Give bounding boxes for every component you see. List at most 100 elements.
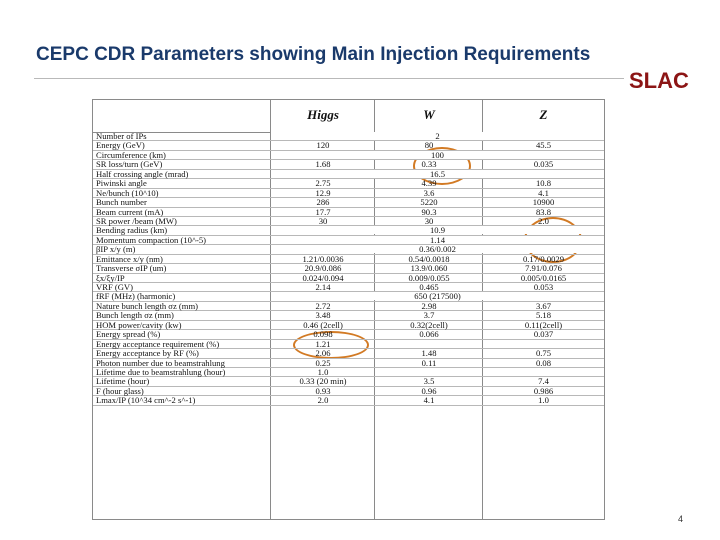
title-divider	[34, 78, 624, 79]
table-row: Nature bunch length σz (mm) 2.72 2.98 3.67	[93, 300, 604, 312]
column-divider	[374, 100, 375, 519]
table-cell: 4.1	[423, 395, 435, 406]
table-row: VRF (GV) 2.14 0.465 0.053	[93, 282, 604, 293]
row-label: Bunch length σz (mm)	[96, 310, 174, 321]
table-cell: 90.3	[421, 206, 437, 217]
table-cell: 2.75	[315, 178, 331, 189]
table-row: SR power /beam (MW) 30 30 2.0	[93, 215, 604, 227]
table-cell: 1.21/0.0036	[302, 253, 344, 264]
table-cell: 0.93	[315, 385, 331, 396]
table-row: βIP x/y (m) 0.36/0.002	[93, 244, 604, 255]
table-cell: 1.0	[538, 395, 549, 406]
table-cell: 0.035	[533, 159, 554, 170]
table-cell: 0.54/0.0018	[408, 253, 450, 264]
table-cell: 7.4	[538, 376, 549, 387]
table-row: Bunch length σz (mm) 3.48 3.7 5.18	[93, 310, 604, 321]
table-row: HOM power/cavity (kw) 0.46 (2cell) 0.32(2c…	[93, 319, 604, 331]
row-spanned-value: 650 (217500)	[271, 292, 604, 301]
table-row: SR loss/turn (GeV) 1.68 0.33 0.035	[93, 159, 604, 170]
table-row: Energy (GeV) 120 80 45.5	[93, 140, 604, 151]
table-cell: 2.06	[315, 348, 331, 359]
table-body: Number of IPs 2 Energy (GeV) 120 80 45.5 Circu…	[93, 132, 604, 406]
table-row: Bunch number 286 5220 10900	[93, 197, 604, 208]
row-spanned-value: 16.5	[271, 169, 604, 178]
table-cell: 2.72	[315, 300, 331, 311]
row-label: Bending radius (km)	[96, 225, 168, 236]
table-cell: 0.098	[313, 329, 333, 340]
table-row: F (hour glass) 0.93 0.96 0.986	[93, 385, 604, 397]
table-cell: 0.08	[535, 357, 552, 368]
row-label: βIP x/y (m)	[96, 244, 136, 255]
table-row: Energy spread (%) 0.098 0.066 0.037	[93, 329, 604, 340]
table-cell: 12.9	[315, 187, 331, 198]
column-header-w: W	[423, 107, 435, 122]
table-cell: 0.75	[535, 348, 552, 359]
table-cell: 3.6	[423, 187, 435, 198]
table-row: Circumference (km) 100	[93, 151, 604, 161]
row-label: Piwinski angle	[96, 178, 147, 189]
table-row: Lifetime (hour) 0.33 (20 min) 3.5 7.4	[93, 376, 604, 387]
table-cell: 3.48	[315, 310, 331, 321]
table-row: ξx/ξy/IP 0.024/0.094 0.009/0.055 0.005/0.01…	[93, 272, 604, 283]
table-cell: 83.8	[535, 206, 552, 217]
row-label: Transverse σIP (um)	[96, 263, 167, 274]
table-cell: 4.1	[538, 187, 549, 198]
row-spanned-value: 100	[271, 151, 604, 159]
row-label: Nature bunch length σz (mm)	[96, 300, 198, 311]
row-label: Number of IPs	[96, 131, 147, 141]
row-spanned-value: 0.36/0.002	[271, 245, 604, 254]
table-header: Higgs W Z	[93, 100, 604, 133]
row-label: SR power /beam (MW)	[96, 215, 177, 226]
table-cell: 0.009/0.055	[408, 272, 450, 283]
row-label: Energy acceptance by RF (%)	[96, 348, 199, 359]
column-divider	[482, 100, 483, 519]
table-row: Energy acceptance by RF (%) 2.06 1.48 0.75	[93, 348, 604, 359]
table-cell: 5220	[420, 197, 438, 208]
row-label: VRF (GV)	[96, 282, 134, 292]
table-cell: 0.17/0.0029	[522, 253, 565, 264]
table-cell: 2.14	[315, 282, 331, 292]
table-cell: 3.67	[535, 300, 552, 311]
table-row: Lmax/IP (10^34 cm^-2 s^-1) 2.0 4.1 1.0	[93, 395, 604, 406]
table-row: Transverse σIP (um) 20.9/0.086 13.9/0.060 7…	[93, 263, 604, 274]
table-cell: 0.32(2cell)	[410, 319, 448, 330]
table-cell: 0.066	[419, 329, 439, 340]
table-cell: 0.25	[315, 357, 331, 368]
table-row: Beam current (mA) 17.7 90.3 83.8	[93, 206, 604, 217]
table-cell: 17.7	[315, 206, 331, 217]
row-label: Lmax/IP (10^34 cm^-2 s^-1)	[96, 395, 196, 406]
table-cell: 0.96	[421, 385, 437, 396]
table-cell: 2.98	[421, 300, 437, 311]
row-label: ξx/ξy/IP	[96, 272, 125, 283]
table-row: Lifetime due to beamstrahlung (hour) 1.0	[93, 366, 604, 378]
table-row: Number of IPs 2	[93, 131, 604, 142]
table-cell: 0.33	[421, 159, 437, 170]
table-cell: 0.005/0.0165	[520, 272, 567, 283]
table-cell: 3.5	[423, 376, 435, 387]
table-row: Bending radius (km) 10.9	[93, 225, 604, 236]
table-cell: 4.39	[421, 178, 437, 189]
table-cell: 5.18	[535, 310, 552, 321]
row-spanned-value: 2	[271, 132, 604, 140]
column-divider	[270, 100, 271, 519]
row-label: Energy spread (%)	[96, 329, 161, 340]
table-row: Emittance x/y (nm) 1.21/0.0036 0.54/0.0018…	[93, 253, 604, 265]
table-row: Half crossing angle (mrad) 16.5	[93, 169, 604, 180]
row-label: SR loss/turn (GeV)	[96, 159, 163, 170]
table-row: Energy acceptance requirement (%) 1.21	[93, 340, 604, 350]
table-cell: 0.465	[419, 282, 439, 292]
table-row: fRF (MHz) (harmonic) 650 (217500)	[93, 292, 604, 302]
table-cell: 0.11	[421, 357, 437, 368]
table-row: Ne/bunch (10^10) 12.9 3.6 4.1	[93, 187, 604, 199]
table-cell: 2.0	[317, 395, 329, 406]
table-cell: 2.0	[538, 215, 549, 226]
table-cell: 45.5	[535, 140, 552, 151]
highlight-circle-w-energy	[413, 147, 471, 185]
slac-logo: SLAC	[629, 68, 689, 93]
table-cell: 0.33 (20 min)	[299, 376, 347, 387]
table-cell: 0.986	[533, 385, 554, 396]
table-cell: 0.46 (2cell)	[303, 319, 343, 330]
table-cell: 1.0	[317, 366, 329, 377]
table-cell: 80	[424, 140, 434, 151]
table-cell: 13.9/0.060	[410, 263, 448, 274]
